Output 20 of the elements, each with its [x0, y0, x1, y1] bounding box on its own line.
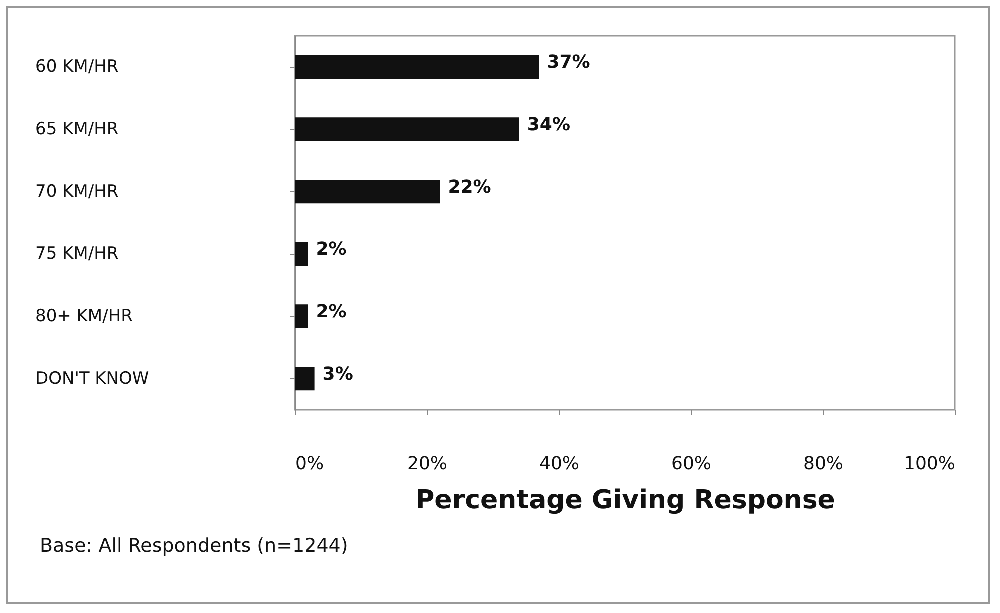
text: Base: All Respondents (n=1244) [40, 535, 348, 557]
data-label: 37% [547, 52, 590, 74]
y-tick-label: DON'T KNOW [36, 368, 150, 389]
y-tick-label: 80+ KM/HR [36, 306, 134, 326]
data-label: 22% [448, 176, 492, 198]
y-tick-label: 70 KM/HR [36, 182, 119, 202]
data-label: 3% [322, 364, 354, 385]
data-label: 2% [316, 302, 347, 322]
x-tick-label: 20% [407, 454, 448, 474]
x-tick-label: 100% [904, 454, 956, 474]
x-axis-title: Percentage Giving Response [416, 486, 836, 516]
data-label: 2% [316, 239, 347, 260]
y-tick-label: 60 KM/HR [36, 57, 119, 78]
x-tick-label: 80% [803, 454, 844, 474]
y-tick-label: 65 KM/HR [36, 120, 119, 140]
x-tick-label: 60% [671, 454, 712, 474]
data-label: 34% [527, 114, 570, 136]
x-tick-label: 0% [296, 454, 324, 474]
x-tick-label: 40% [539, 454, 580, 474]
y-tick-label: 75 KM/HR [36, 244, 119, 264]
